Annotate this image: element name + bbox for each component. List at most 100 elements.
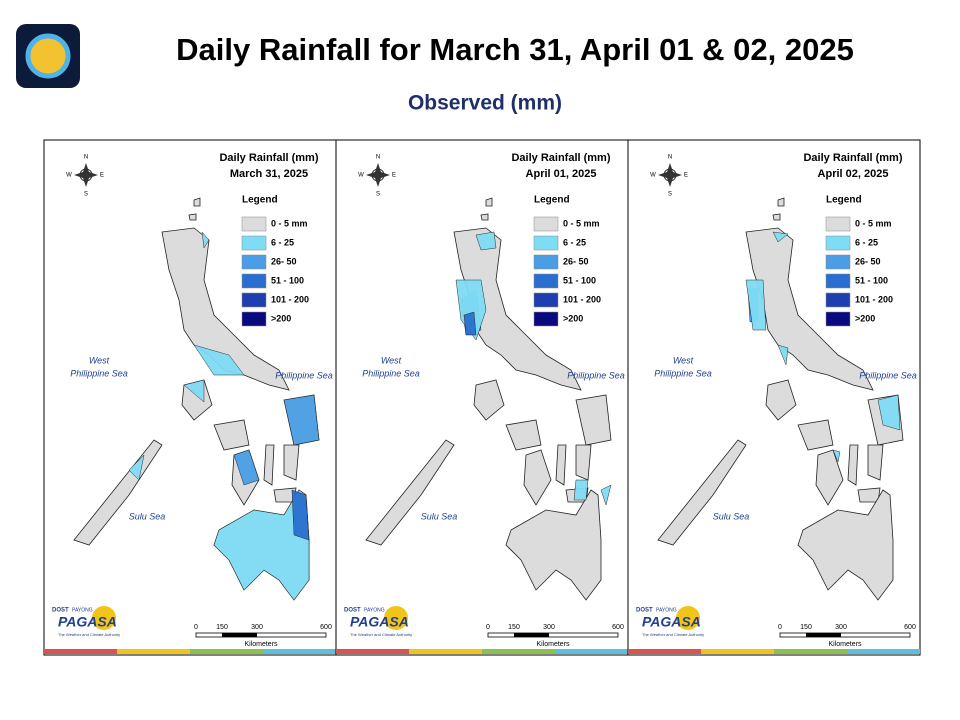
island bbox=[575, 444, 592, 481]
compass-ring bbox=[79, 168, 93, 182]
scale-label: 600 bbox=[612, 624, 624, 631]
island bbox=[161, 227, 290, 391]
rain-area bbox=[455, 279, 487, 341]
legend-swatch bbox=[825, 254, 851, 270]
logo-tagline: The Weather and Climate Authority bbox=[58, 632, 120, 637]
logo-umbrella bbox=[92, 606, 116, 630]
logo-umbrella bbox=[676, 606, 700, 630]
compass-n: N bbox=[668, 155, 672, 161]
compass-e: E bbox=[684, 173, 688, 179]
legend-swatch bbox=[825, 292, 851, 308]
rain-area bbox=[832, 449, 841, 463]
rain-area bbox=[475, 231, 497, 251]
scale-label: 0 bbox=[778, 624, 782, 631]
legend-label: 101 - 200 bbox=[855, 294, 893, 304]
island bbox=[283, 444, 300, 481]
color-strip bbox=[263, 649, 336, 654]
scale-label: 150 bbox=[508, 624, 520, 631]
rain-area bbox=[600, 484, 612, 506]
island bbox=[575, 394, 612, 446]
rain-area bbox=[213, 489, 310, 601]
island bbox=[188, 213, 197, 221]
rain-area bbox=[291, 489, 310, 541]
map-panel: Daily Rainfall (mm) April 01, 2025 Legend 0… bbox=[335, 139, 629, 656]
scale-label: 300 bbox=[543, 624, 555, 631]
sea-label: West bbox=[381, 355, 402, 365]
rain-area bbox=[772, 231, 789, 243]
legend-swatch bbox=[533, 235, 559, 251]
legend-label: 6 - 25 bbox=[855, 237, 878, 247]
legend-swatch bbox=[241, 311, 267, 327]
rain-area bbox=[573, 479, 589, 501]
agency-logo bbox=[16, 24, 80, 88]
scale-label: 150 bbox=[800, 624, 812, 631]
scale-bar-fill bbox=[806, 633, 841, 637]
legend-swatch bbox=[533, 292, 559, 308]
rain-area bbox=[128, 454, 145, 481]
color-strip bbox=[336, 649, 409, 654]
logo-umbrella bbox=[384, 606, 408, 630]
panel-date: April 01, 2025 bbox=[526, 168, 597, 180]
compass-n: N bbox=[84, 155, 88, 161]
legend-swatch bbox=[533, 254, 559, 270]
compass-ring bbox=[371, 168, 385, 182]
island bbox=[505, 419, 542, 451]
legend-title: Legend bbox=[534, 195, 570, 206]
island bbox=[765, 379, 797, 421]
legend-swatch bbox=[533, 273, 559, 289]
sea-label: Philippine Sea bbox=[275, 370, 333, 380]
rain-area bbox=[201, 231, 210, 249]
sea-label: Sulu Sea bbox=[129, 511, 166, 521]
island bbox=[777, 197, 785, 207]
rain-area bbox=[777, 344, 789, 366]
island bbox=[657, 439, 747, 546]
compass-n: N bbox=[376, 155, 380, 161]
legend-label: 51 - 100 bbox=[563, 275, 596, 285]
island bbox=[480, 213, 489, 221]
legend-label: >200 bbox=[563, 313, 583, 323]
legend-label: 26- 50 bbox=[563, 256, 589, 266]
legend-label: 26- 50 bbox=[855, 256, 881, 266]
scale-bar-fill bbox=[514, 633, 549, 637]
legend-label: 0 - 5 mm bbox=[563, 218, 600, 228]
sea-label: Philippine Sea bbox=[70, 368, 128, 378]
logo-name: PAGASA bbox=[58, 614, 117, 630]
scale-unit: Kilometers bbox=[244, 641, 278, 648]
sea-label: West bbox=[89, 355, 110, 365]
panel-date: March 31, 2025 bbox=[230, 168, 308, 180]
legend-swatch bbox=[533, 311, 559, 327]
island bbox=[365, 439, 455, 546]
legend-swatch bbox=[241, 254, 267, 270]
island bbox=[213, 419, 250, 451]
sea-label: Sulu Sea bbox=[713, 511, 750, 521]
compass-w: W bbox=[650, 173, 656, 179]
rain-area bbox=[283, 394, 320, 446]
rain-area bbox=[193, 344, 245, 376]
compass-ring bbox=[663, 168, 677, 182]
scale-bar-fill bbox=[222, 633, 257, 637]
scale-label: 600 bbox=[320, 624, 332, 631]
legend-swatch bbox=[533, 216, 559, 232]
panel-heading: Daily Rainfall (mm) bbox=[803, 152, 902, 164]
color-strip bbox=[628, 649, 701, 654]
logo-name: PAGASA bbox=[350, 614, 409, 630]
logo-small: PAYONG bbox=[364, 607, 385, 613]
scale-bar bbox=[779, 632, 911, 638]
logo-top: DOST bbox=[636, 608, 653, 614]
logo-top: DOST bbox=[52, 608, 69, 614]
color-strip bbox=[409, 649, 482, 654]
island bbox=[555, 444, 567, 486]
legend-label: 101 - 200 bbox=[271, 294, 309, 304]
logo-name: PAGASA bbox=[642, 614, 701, 630]
island bbox=[772, 213, 781, 221]
legend-label: >200 bbox=[855, 313, 875, 323]
sea-label: Philippine Sea bbox=[567, 370, 625, 380]
title: Daily Rainfall for March 31, April 01 & … bbox=[176, 32, 854, 67]
color-strip bbox=[701, 649, 774, 654]
compass-s: S bbox=[84, 192, 88, 198]
island bbox=[745, 227, 874, 391]
legend-swatch bbox=[825, 235, 851, 251]
sea-label: Sulu Sea bbox=[421, 511, 458, 521]
legend-label: 0 - 5 mm bbox=[271, 218, 308, 228]
